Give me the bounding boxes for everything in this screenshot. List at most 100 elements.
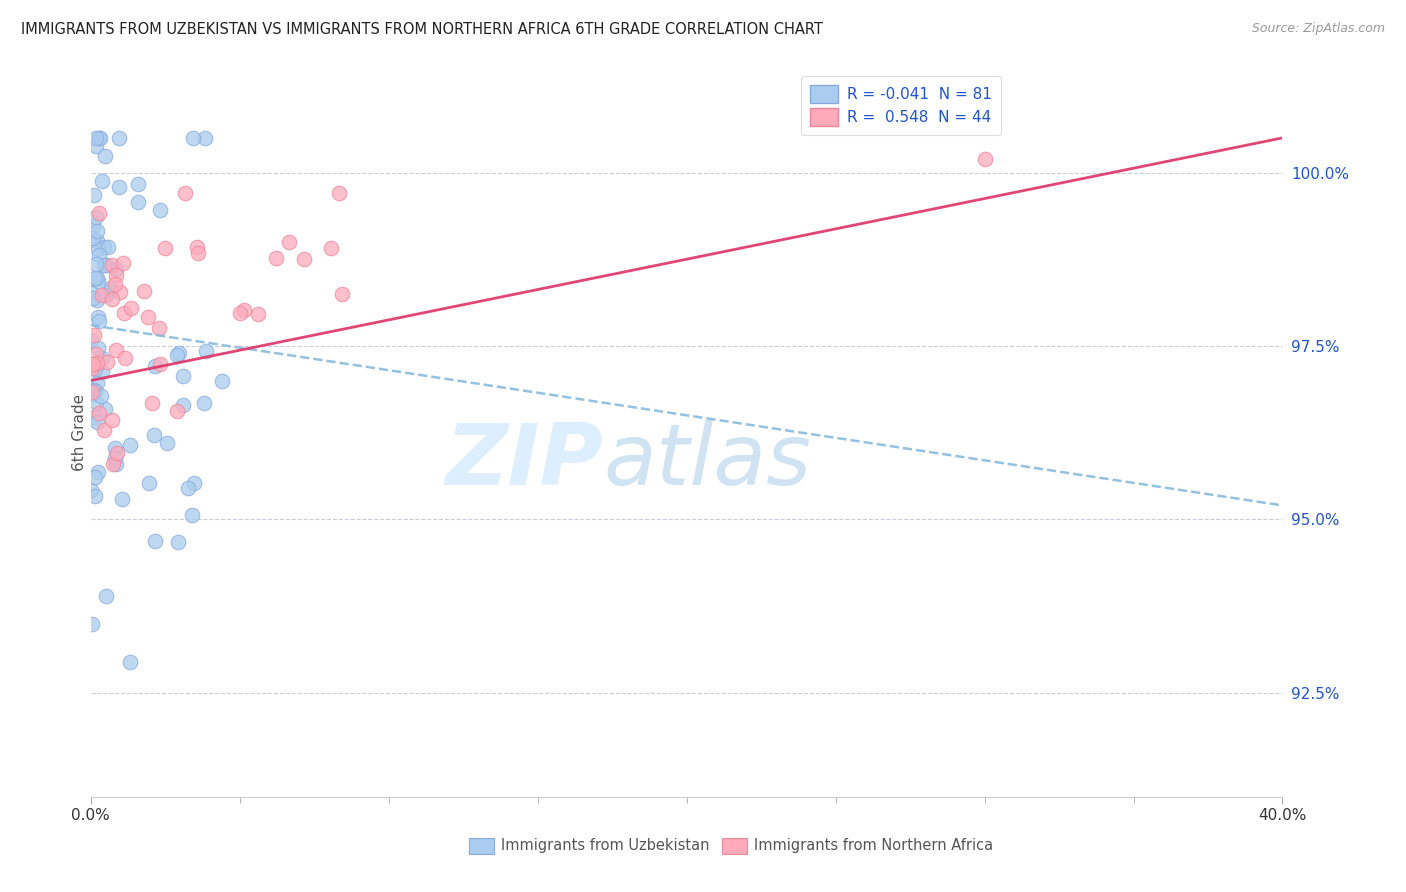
Point xyxy=(104,277,127,291)
Point xyxy=(973,152,995,166)
Point xyxy=(194,131,217,145)
Point xyxy=(127,194,149,209)
Point xyxy=(143,359,166,373)
Point xyxy=(86,376,108,391)
Point xyxy=(134,284,156,298)
Text: atlas: atlas xyxy=(603,420,811,503)
Point xyxy=(111,491,134,506)
Point xyxy=(153,241,176,255)
Point xyxy=(80,483,103,497)
Point xyxy=(93,423,115,437)
Point xyxy=(96,589,118,603)
Point xyxy=(94,401,117,416)
Point xyxy=(120,655,142,669)
Text: Immigrants from Uzbekistan: Immigrants from Uzbekistan xyxy=(501,838,710,854)
Point xyxy=(87,206,110,220)
Point xyxy=(156,435,179,450)
Point xyxy=(86,224,108,238)
Point xyxy=(104,261,127,276)
Point xyxy=(195,344,218,359)
Text: ZIP: ZIP xyxy=(446,420,603,503)
Point xyxy=(174,186,197,201)
Point xyxy=(80,333,103,347)
Point xyxy=(84,489,107,503)
Point xyxy=(104,343,127,358)
Point xyxy=(86,211,108,225)
Point xyxy=(101,413,124,427)
Point xyxy=(148,321,170,335)
Point xyxy=(90,389,112,403)
Point xyxy=(82,357,104,371)
Point xyxy=(169,345,191,359)
Point xyxy=(94,258,117,272)
Point xyxy=(127,177,149,191)
Point xyxy=(82,384,104,399)
Point xyxy=(82,291,104,305)
Point xyxy=(87,274,110,288)
Point xyxy=(319,241,342,255)
Point xyxy=(97,239,120,253)
Point xyxy=(91,174,114,188)
Point xyxy=(233,303,256,318)
Point xyxy=(187,246,209,260)
Point xyxy=(87,341,110,355)
Point xyxy=(90,351,112,366)
Point xyxy=(118,438,141,452)
Point xyxy=(104,457,127,471)
Point xyxy=(86,234,108,248)
Point xyxy=(98,284,121,298)
Point xyxy=(183,475,205,490)
Point xyxy=(89,314,111,328)
Point xyxy=(172,368,194,383)
Point xyxy=(143,534,166,549)
Point xyxy=(83,188,105,202)
Point xyxy=(84,257,107,271)
Text: Source: ZipAtlas.com: Source: ZipAtlas.com xyxy=(1251,22,1385,36)
Point xyxy=(93,240,115,254)
Point xyxy=(101,457,124,471)
Point xyxy=(87,131,110,145)
Point xyxy=(86,355,108,369)
Point xyxy=(228,306,250,320)
Point xyxy=(105,446,128,460)
Legend: R = -0.041  N = 81, R =  0.548  N = 44: R = -0.041 N = 81, R = 0.548 N = 44 xyxy=(801,76,1001,135)
Point xyxy=(84,384,107,399)
Point xyxy=(86,465,108,479)
Point xyxy=(278,235,301,250)
Point xyxy=(93,258,115,272)
Point xyxy=(186,240,208,254)
Point xyxy=(120,301,142,316)
Point xyxy=(82,386,104,401)
Point xyxy=(167,534,190,549)
Point xyxy=(82,360,104,375)
Point xyxy=(107,179,129,194)
Point xyxy=(166,403,188,417)
Text: Immigrants from Northern Africa: Immigrants from Northern Africa xyxy=(754,838,993,854)
Text: IMMIGRANTS FROM UZBEKISTAN VS IMMIGRANTS FROM NORTHERN AFRICA 6TH GRADE CORRELAT: IMMIGRANTS FROM UZBEKISTAN VS IMMIGRANTS… xyxy=(21,22,823,37)
Point xyxy=(172,398,194,412)
Point xyxy=(87,247,110,261)
Point xyxy=(211,374,233,388)
Point xyxy=(83,383,105,397)
Point xyxy=(86,293,108,307)
Point xyxy=(112,256,135,270)
Point xyxy=(247,307,270,321)
Point xyxy=(91,365,114,379)
Point xyxy=(101,292,124,306)
Point xyxy=(292,252,315,266)
Point xyxy=(181,508,204,522)
Point xyxy=(138,310,160,324)
Point xyxy=(86,271,108,285)
Point xyxy=(177,481,200,495)
Point xyxy=(142,428,165,442)
Point xyxy=(82,617,104,632)
Point xyxy=(330,286,353,301)
Point xyxy=(82,231,104,245)
Point xyxy=(110,285,132,300)
Point xyxy=(83,270,105,285)
Point xyxy=(108,131,131,145)
Point xyxy=(149,203,172,218)
Point xyxy=(82,219,104,233)
Point xyxy=(80,286,103,301)
Point xyxy=(89,131,111,145)
